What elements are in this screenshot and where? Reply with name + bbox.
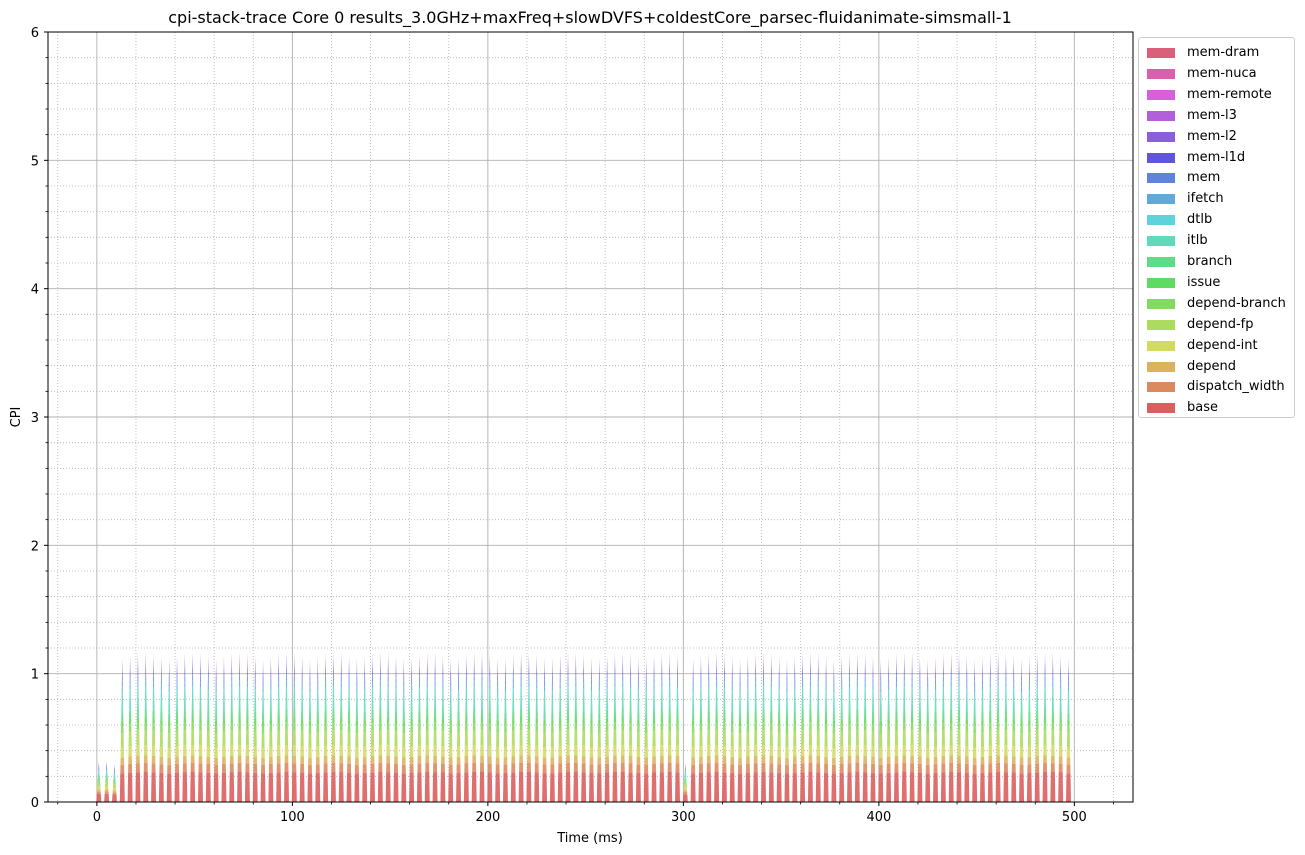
legend-label: base bbox=[1187, 400, 1218, 416]
stack-layer-dispatch_width bbox=[96, 762, 1071, 795]
y-axis-label: CPI bbox=[9, 407, 24, 428]
y-tick-label: 5 bbox=[31, 154, 39, 169]
legend-item-dispatch_width: dispatch_width bbox=[1147, 378, 1297, 398]
legend-label: mem-l3 bbox=[1187, 107, 1237, 123]
y-tick-label: 6 bbox=[31, 26, 39, 41]
legend-swatch bbox=[1147, 319, 1175, 330]
legend-swatch bbox=[1147, 152, 1175, 163]
major-grid bbox=[48, 31, 1133, 803]
legend-label: branch bbox=[1187, 254, 1233, 269]
stack-layer-depend bbox=[96, 755, 1071, 793]
legend-swatch bbox=[1147, 194, 1175, 205]
stack-layer-depend-int bbox=[97, 744, 1071, 791]
legend-swatch bbox=[1147, 215, 1175, 226]
legend-item-itlb: itlb bbox=[1147, 232, 1297, 252]
legend-swatch bbox=[1147, 382, 1175, 393]
legend-label: issue bbox=[1187, 274, 1221, 290]
stack-layer-base bbox=[96, 771, 1071, 802]
cpi-stack-area bbox=[96, 651, 1071, 802]
legend-item-branch: branch bbox=[1147, 253, 1297, 273]
legend-label: depend-int bbox=[1187, 337, 1258, 353]
legend-swatch bbox=[1147, 68, 1175, 79]
legend-swatch bbox=[1147, 340, 1175, 351]
y-tick-label: 3 bbox=[31, 411, 39, 426]
x-tick-label: 0 bbox=[93, 810, 101, 825]
legend-swatch bbox=[1147, 298, 1175, 309]
x-tick-label: 300 bbox=[671, 810, 696, 825]
legend-label: dispatch_width bbox=[1187, 379, 1285, 395]
legend-item-depend-int: depend-int bbox=[1147, 337, 1297, 357]
x-tick-label: 200 bbox=[475, 810, 500, 825]
legend-swatch bbox=[1147, 48, 1175, 58]
legend-label: mem-l2 bbox=[1187, 128, 1237, 144]
legend-item-mem-nuca: mem-nuca bbox=[1147, 65, 1297, 85]
legend-item-ifetch: ifetch bbox=[1147, 190, 1297, 210]
y-tick-label: 4 bbox=[31, 283, 39, 298]
x-axis: 0 100 200 300 400 500 bbox=[57, 802, 1114, 825]
legend-item-dtlb: dtlb bbox=[1147, 211, 1297, 231]
legend-item-issue: issue bbox=[1147, 274, 1297, 294]
x-tick-label: 100 bbox=[280, 810, 305, 825]
legend-label: depend bbox=[1187, 358, 1236, 374]
legend-swatch bbox=[1147, 173, 1175, 184]
legend-label: mem bbox=[1187, 170, 1221, 186]
legend-item-mem-l2: mem-l2 bbox=[1147, 128, 1297, 148]
legend-swatch bbox=[1147, 277, 1175, 288]
legend-swatch bbox=[1147, 110, 1175, 121]
y-tick-label: 0 bbox=[31, 796, 39, 811]
legend-item-mem: mem bbox=[1147, 169, 1297, 189]
legend-label: dtlb bbox=[1187, 212, 1213, 228]
legend-label: mem-nuca bbox=[1187, 65, 1257, 81]
legend-swatch bbox=[1147, 361, 1175, 372]
legend-item-mem-l3: mem-l3 bbox=[1147, 107, 1297, 127]
legend-item-base: base bbox=[1147, 399, 1297, 419]
legend-label: mem-l1d bbox=[1187, 149, 1246, 165]
y-tick-label: 1 bbox=[31, 668, 39, 683]
legend-label: mem-remote bbox=[1187, 86, 1272, 102]
legend: mem-dram mem-nuca mem-remote mem-l3 mem-l2 me… bbox=[1138, 37, 1295, 418]
legend-item-mem-l1d: mem-l1d bbox=[1147, 149, 1297, 169]
y-axis: 0 1 2 3 4 5 6 bbox=[31, 26, 48, 811]
legend-label: depend-fp bbox=[1187, 316, 1254, 332]
legend-swatch bbox=[1147, 89, 1175, 100]
x-tick-label: 500 bbox=[1062, 810, 1087, 825]
stack-layer-depend-fp bbox=[97, 729, 1071, 788]
legend-item-depend-branch: depend-branch bbox=[1147, 295, 1297, 315]
legend-label: depend-branch bbox=[1187, 295, 1286, 311]
legend-swatch bbox=[1147, 131, 1175, 142]
y-tick-label: 2 bbox=[31, 539, 39, 554]
legend-label: ifetch bbox=[1187, 191, 1224, 207]
legend-swatch bbox=[1147, 236, 1175, 247]
legend-item-depend-fp: depend-fp bbox=[1147, 316, 1297, 336]
legend-label: mem-dram bbox=[1187, 45, 1260, 60]
chart-title: cpi-stack-trace Core 0 results_3.0GHz+ma… bbox=[168, 8, 1012, 28]
x-axis-label: Time (ms) bbox=[556, 831, 623, 846]
x-tick-label: 400 bbox=[866, 810, 891, 825]
legend-item-mem-remote: mem-remote bbox=[1147, 86, 1297, 106]
legend-swatch bbox=[1147, 257, 1175, 267]
legend-swatch bbox=[1147, 403, 1175, 414]
legend-label: itlb bbox=[1187, 233, 1208, 249]
legend-item-mem-dram: mem-dram bbox=[1147, 44, 1297, 64]
legend-item-depend: depend bbox=[1147, 358, 1297, 378]
